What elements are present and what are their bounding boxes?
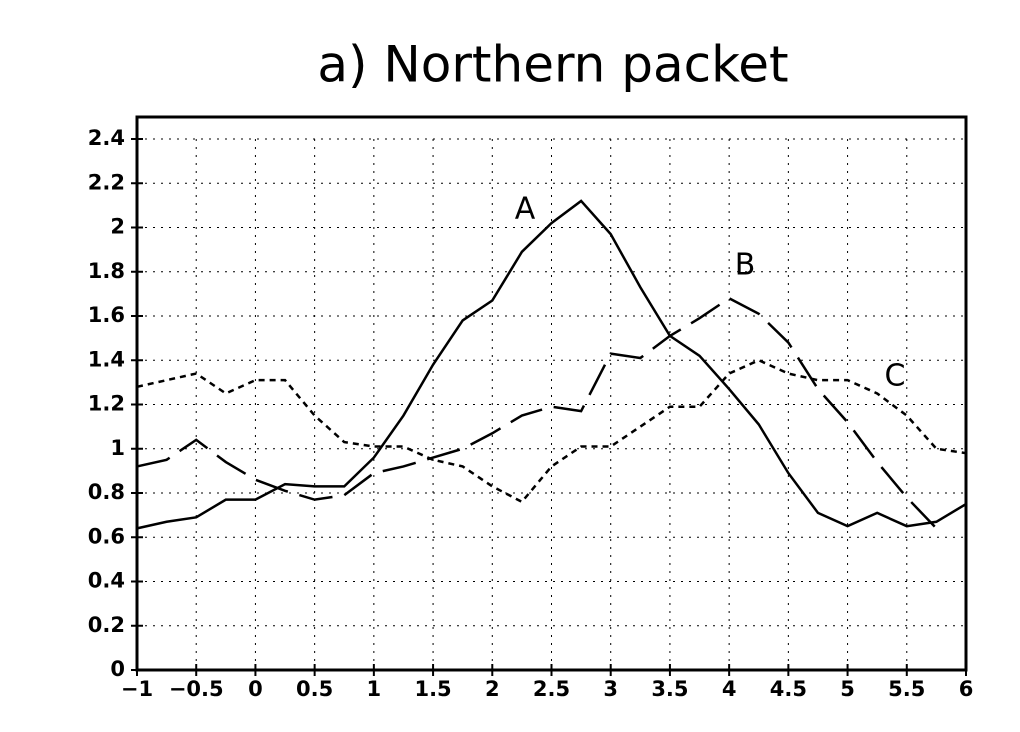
x-tick-label: 1 [367, 677, 382, 701]
y-tick-label: 0.2 [88, 613, 125, 637]
x-tick-label: 0.5 [296, 677, 333, 701]
y-tick-label: 2.2 [88, 170, 125, 194]
x-tick-label: 1.5 [414, 677, 451, 701]
y-tick-label: 0.4 [88, 569, 125, 593]
y-tick-label: 1.8 [88, 259, 125, 283]
y-tick-label: 1.6 [88, 303, 125, 327]
x-tick-label: 6 [959, 677, 974, 701]
y-tick-label: 2.4 [88, 126, 125, 150]
x-tick-label: 3.5 [651, 677, 688, 701]
x-tick-label: 4 [722, 677, 737, 701]
series-line [136, 296, 938, 530]
chart-title: a) Northern packet [317, 36, 788, 94]
series-label: B [735, 248, 756, 283]
y-tick-label: 0.8 [88, 480, 125, 504]
series-line [136, 358, 967, 504]
series-label: A [515, 192, 536, 227]
y-tick-label: 2 [110, 215, 125, 239]
plot-frame [135, 115, 968, 672]
x-tick-label: 5.5 [888, 677, 925, 701]
x-tick-label: 2.5 [533, 677, 570, 701]
x-tick-label: 3 [603, 677, 618, 701]
x-tick-label: 2 [485, 677, 500, 701]
x-tick-label: 5 [840, 677, 855, 701]
y-tick-label: 1 [110, 436, 125, 460]
y-tick-label: 1.2 [88, 392, 125, 416]
y-tick-label: 0 [110, 657, 125, 681]
x-tick-label: −1 [121, 677, 153, 701]
series-label: C [885, 359, 906, 394]
x-tick-label: 4.5 [770, 677, 807, 701]
y-tick-label: 0.6 [88, 524, 125, 548]
x-tick-label: 0 [248, 677, 263, 701]
y-tick-label: 1.4 [88, 347, 125, 371]
x-tick-label: −0.5 [169, 677, 224, 701]
series-line [136, 199, 967, 530]
